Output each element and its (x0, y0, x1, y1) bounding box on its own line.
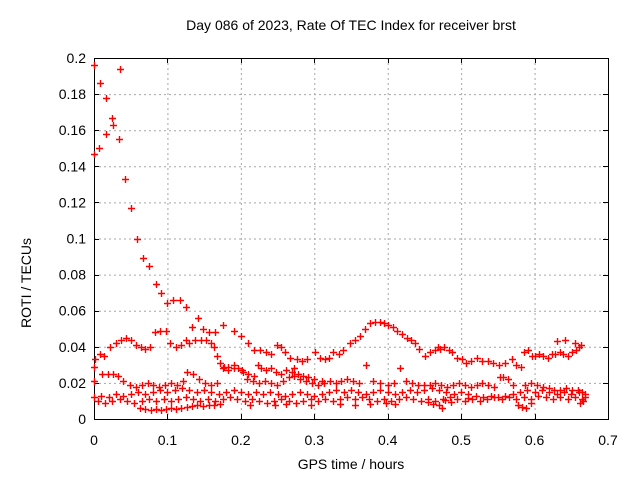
y-tick-label: 0.1 (67, 231, 87, 247)
x-tick-label: 0.5 (451, 432, 471, 448)
x-tick-label: 0 (90, 432, 98, 448)
y-tick-label: 0.02 (59, 375, 86, 391)
grid-lines (94, 58, 608, 419)
y-tick-label: 0.04 (59, 339, 86, 355)
x-tick-label: 0.6 (525, 432, 545, 448)
y-tick-label: 0.2 (67, 50, 87, 66)
chart-title: Day 086 of 2023, Rate Of TEC Index for r… (186, 17, 516, 33)
plot-border (94, 58, 609, 420)
y-axis-label-text: ROTI / TECUs (18, 238, 34, 328)
y-tick-label: 0.18 (59, 86, 86, 102)
y-tick-label: 0.12 (59, 194, 86, 210)
y-tick-label: 0.14 (59, 158, 86, 174)
y-tick-label: 0 (78, 411, 86, 427)
data-points (91, 62, 589, 414)
x-tick-label: 0.4 (378, 432, 398, 448)
x-tick-label: 0.7 (598, 432, 618, 448)
x-tick-labels: 0 0.1 0.2 0.3 0.4 0.5 0.6 0.7 (90, 432, 618, 448)
y-tick-label: 0.06 (59, 303, 86, 319)
axis-ticks (94, 58, 609, 420)
x-tick-label: 0.3 (305, 432, 325, 448)
x-tick-label: 0.2 (231, 432, 251, 448)
x-axis-label: GPS time / hours (297, 456, 405, 472)
y-tick-labels: 0 0.02 0.04 0.06 0.08 0.1 0.12 0.14 0.16 0.18 0.2 (59, 50, 86, 427)
y-tick-label: 0.16 (59, 122, 86, 138)
y-tick-label: 0.08 (59, 267, 86, 283)
x-tick-label: 0.1 (158, 432, 178, 448)
